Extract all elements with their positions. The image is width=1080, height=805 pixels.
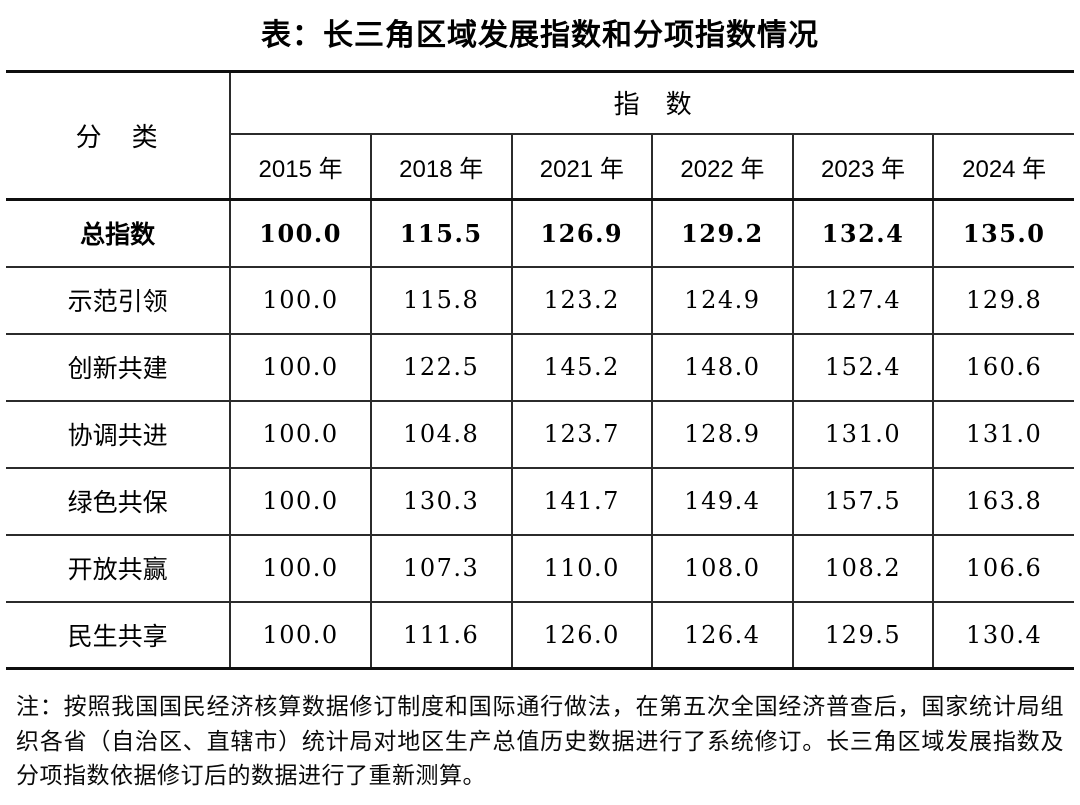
cell-value: 149.4 (651, 467, 793, 535)
row-label: 民生共享 (6, 601, 232, 669)
cell-value: 115.8 (369, 266, 512, 334)
cell-value: 152.4 (791, 333, 934, 401)
cell-value: 148.0 (651, 333, 793, 401)
row-label: 示范引领 (6, 266, 232, 334)
row-label: 开放共赢 (6, 534, 232, 602)
cell-value: 132.4 (791, 199, 934, 267)
cell-value: 110.0 (510, 534, 653, 602)
cell-value: 106.6 (932, 534, 1074, 602)
table-title: 表：长三角区域发展指数和分项指数情况 (261, 19, 819, 52)
cell-value: 100.0 (229, 333, 371, 401)
cell-value: 123.2 (510, 266, 653, 334)
cell-value: 127.4 (791, 266, 934, 334)
cell-value: 126.9 (510, 199, 653, 267)
year-header-2021: 2021 年 (510, 133, 653, 200)
cell-value: 100.0 (229, 467, 371, 535)
cell-value: 108.0 (651, 534, 793, 602)
cell-value: 111.6 (369, 601, 512, 669)
cell-value: 115.5 (369, 199, 512, 267)
cell-value: 131.0 (932, 400, 1074, 468)
year-header-2015: 2015 年 (229, 133, 371, 200)
cell-value: 100.0 (229, 601, 371, 669)
cell-value: 130.4 (932, 601, 1074, 669)
table-row: 协调共进 100.0 104.8 123.7 128.9 131.0 131.0 (6, 400, 1074, 468)
cell-value: 130.3 (369, 467, 512, 535)
footnote: 注：按照我国国民经济核算数据修订制度和国际通行做法，在第五次全国经济普查后，国家… (16, 694, 1064, 788)
cell-value: 129.5 (791, 601, 934, 669)
cell-value: 129.2 (651, 199, 793, 267)
row-label: 协调共进 (6, 400, 232, 468)
table-header: 分 类 指 数 2015 年 2018 年 2021 年 2022 年 2023… (6, 71, 1074, 200)
index-header: 指 数 (229, 71, 1074, 135)
cell-value: 126.0 (510, 601, 653, 669)
cell-value: 129.8 (932, 266, 1074, 334)
table-row: 示范引领 100.0 115.8 123.2 124.9 127.4 129.8 (6, 266, 1074, 334)
cell-value: 100.0 (229, 199, 371, 267)
row-label: 总指数 (6, 199, 232, 267)
cell-value: 128.9 (651, 400, 793, 468)
cell-value: 157.5 (791, 467, 934, 535)
category-header: 分 类 (6, 71, 232, 200)
table-body: 总指数 100.0 115.5 126.9 129.2 132.4 135.0 … (6, 199, 1074, 669)
cell-value: 100.0 (229, 400, 371, 468)
table-row: 民生共享 100.0 111.6 126.0 126.4 129.5 130.4 (6, 601, 1074, 669)
cell-value: 107.3 (369, 534, 512, 602)
table-row-total: 总指数 100.0 115.5 126.9 129.2 132.4 135.0 (6, 199, 1074, 267)
year-header-2023: 2023 年 (791, 133, 934, 200)
cell-value: 126.4 (651, 601, 793, 669)
cell-value: 145.2 (510, 333, 653, 401)
row-label: 创新共建 (6, 333, 232, 401)
index-table: 分 类 指 数 2015 年 2018 年 2021 年 2022 年 2023… (6, 70, 1074, 670)
cell-value: 100.0 (229, 266, 371, 334)
year-header-2022: 2022 年 (651, 133, 793, 200)
cell-value: 163.8 (932, 467, 1074, 535)
table-row: 绿色共保 100.0 130.3 141.7 149.4 157.5 163.8 (6, 467, 1074, 535)
cell-value: 160.6 (932, 333, 1074, 401)
cell-value: 123.7 (510, 400, 653, 468)
cell-value: 135.0 (932, 199, 1074, 267)
cell-value: 141.7 (510, 467, 653, 535)
cell-value: 122.5 (369, 333, 512, 401)
table-row: 开放共赢 100.0 107.3 110.0 108.0 108.2 106.6 (6, 534, 1074, 602)
header-row-years: 2015 年 2018 年 2021 年 2022 年 2023 年 2024 … (6, 133, 1074, 200)
year-header-2024: 2024 年 (932, 133, 1074, 200)
cell-value: 104.8 (369, 400, 512, 468)
cell-value: 124.9 (651, 266, 793, 334)
row-label: 绿色共保 (6, 467, 232, 535)
cell-value: 108.2 (791, 534, 934, 602)
table-row: 创新共建 100.0 122.5 145.2 148.0 152.4 160.6 (6, 333, 1074, 401)
year-header-2018: 2018 年 (369, 133, 512, 200)
cell-value: 131.0 (791, 400, 934, 468)
header-row-group: 分 类 指 数 (6, 71, 1074, 200)
cell-value: 100.0 (229, 534, 371, 602)
